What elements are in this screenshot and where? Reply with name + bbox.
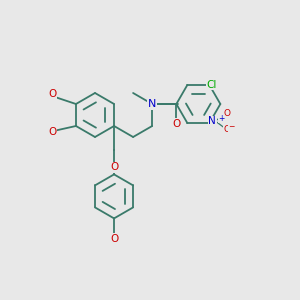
Text: +: + (218, 114, 224, 123)
Text: N: N (208, 116, 216, 126)
Text: O: O (224, 109, 231, 118)
Text: −: − (228, 123, 235, 132)
Text: N: N (148, 99, 156, 109)
Text: O: O (110, 234, 118, 244)
Text: Cl: Cl (206, 80, 217, 90)
Text: O: O (48, 89, 56, 99)
Text: O: O (224, 124, 231, 134)
Text: O: O (48, 128, 56, 137)
Text: O: O (172, 118, 181, 129)
Text: O: O (110, 162, 118, 172)
